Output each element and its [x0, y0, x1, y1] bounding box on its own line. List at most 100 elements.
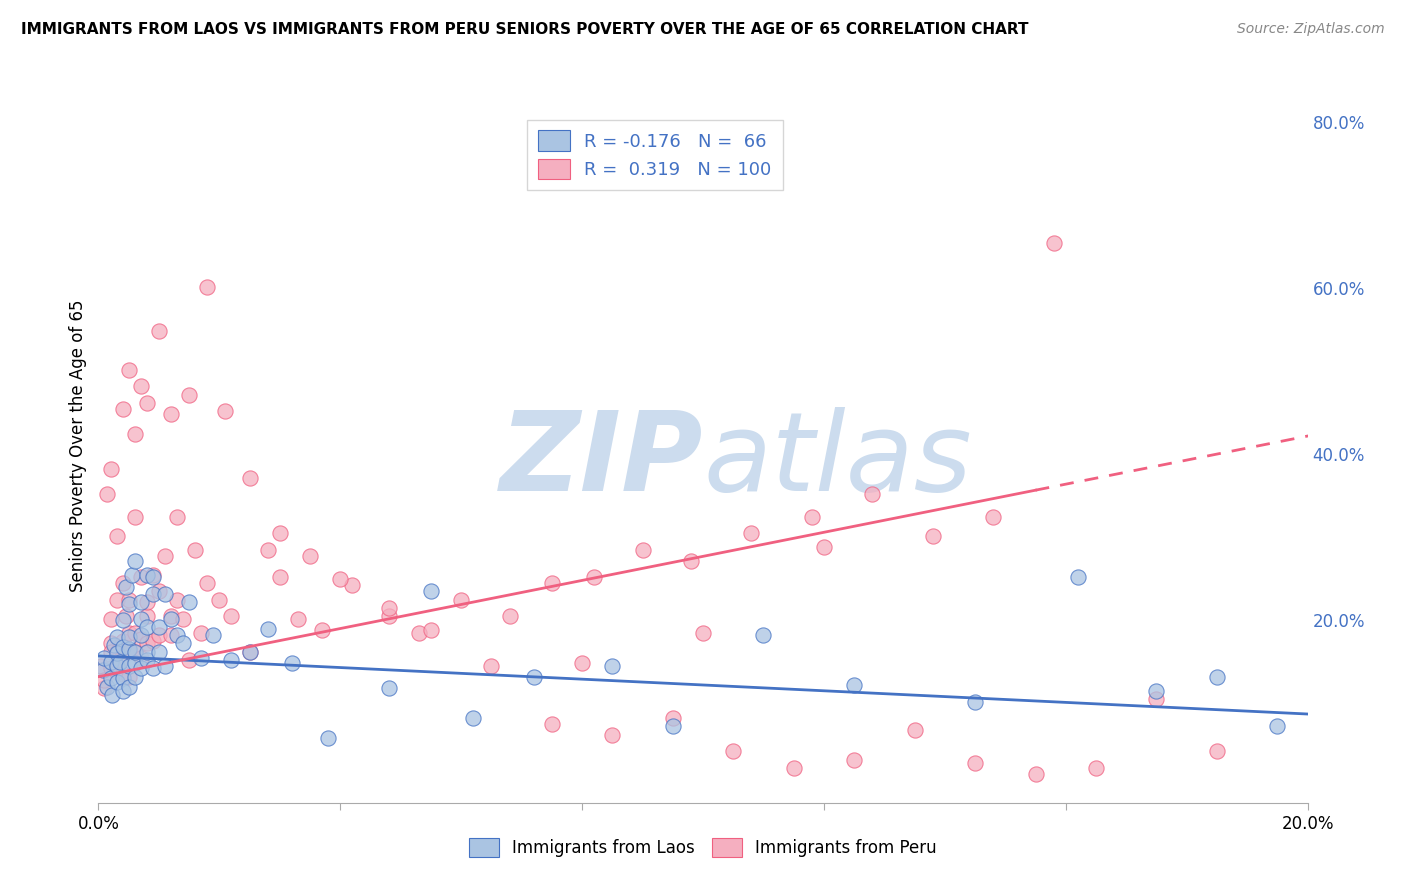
- Point: [108, 653, 131, 667]
- Point: [179, 595, 201, 609]
- Point: [111, 667, 134, 681]
- Legend: Immigrants from Laos, Immigrants from Peru: Immigrants from Laos, Immigrants from Pe…: [461, 830, 945, 866]
- Point: [118, 659, 141, 673]
- Point: [148, 325, 170, 339]
- Point: [93, 673, 115, 687]
- Point: [148, 645, 170, 659]
- Point: [93, 681, 115, 696]
- Point: [752, 628, 775, 642]
- Point: [124, 670, 146, 684]
- Point: [1206, 744, 1229, 758]
- Point: [111, 640, 134, 654]
- Point: [602, 659, 624, 673]
- Point: [740, 526, 762, 541]
- Point: [105, 528, 128, 542]
- Point: [129, 595, 152, 609]
- Point: [481, 659, 503, 673]
- Point: [105, 647, 128, 661]
- Point: [96, 680, 118, 694]
- Y-axis label: Seniors Poverty Over the Age of 65: Seniors Poverty Over the Age of 65: [69, 300, 87, 592]
- Point: [783, 761, 806, 775]
- Point: [135, 653, 157, 667]
- Point: [118, 642, 141, 657]
- Point: [184, 542, 207, 557]
- Point: [921, 528, 943, 542]
- Text: atlas: atlas: [703, 407, 972, 514]
- Point: [105, 645, 128, 659]
- Point: [239, 645, 262, 659]
- Point: [800, 509, 823, 524]
- Point: [118, 597, 141, 611]
- Point: [135, 567, 157, 582]
- Point: [1085, 761, 1108, 775]
- Point: [679, 553, 702, 567]
- Point: [124, 509, 146, 524]
- Point: [965, 695, 987, 709]
- Point: [100, 661, 122, 675]
- Point: [124, 645, 146, 659]
- Point: [153, 587, 176, 601]
- Point: [124, 657, 146, 671]
- Point: [583, 570, 606, 584]
- Text: Source: ZipAtlas.com: Source: ZipAtlas.com: [1237, 22, 1385, 37]
- Point: [105, 659, 128, 673]
- Point: [124, 553, 146, 567]
- Point: [105, 592, 128, 607]
- Point: [904, 723, 927, 737]
- Point: [142, 567, 165, 582]
- Point: [111, 401, 134, 416]
- Point: [135, 645, 157, 659]
- Point: [118, 670, 141, 684]
- Point: [342, 578, 364, 592]
- Point: [100, 636, 122, 650]
- Point: [100, 655, 122, 669]
- Point: [118, 362, 141, 376]
- Point: [121, 567, 143, 582]
- Point: [129, 570, 152, 584]
- Point: [299, 549, 322, 563]
- Point: [316, 731, 339, 745]
- Point: [256, 622, 278, 636]
- Point: [124, 426, 146, 441]
- Point: [1024, 766, 1046, 780]
- Point: [135, 609, 157, 624]
- Point: [190, 625, 212, 640]
- Point: [160, 611, 183, 625]
- Point: [135, 595, 157, 609]
- Point: [661, 719, 683, 733]
- Point: [129, 611, 152, 625]
- Point: [311, 624, 333, 638]
- Point: [148, 628, 170, 642]
- Point: [239, 645, 262, 659]
- Point: [111, 683, 134, 698]
- Point: [129, 628, 152, 642]
- Point: [631, 542, 654, 557]
- Point: [124, 645, 146, 659]
- Point: [844, 678, 866, 692]
- Point: [450, 592, 472, 607]
- Point: [111, 575, 134, 590]
- Point: [103, 638, 125, 652]
- Point: [105, 630, 128, 644]
- Point: [129, 650, 152, 665]
- Point: [208, 592, 231, 607]
- Point: [1042, 235, 1064, 250]
- Point: [1267, 719, 1289, 733]
- Point: [118, 625, 141, 640]
- Point: [281, 657, 304, 671]
- Point: [256, 542, 278, 557]
- Point: [269, 526, 291, 541]
- Point: [813, 540, 835, 554]
- Point: [221, 653, 243, 667]
- Point: [114, 609, 136, 624]
- Point: [142, 570, 165, 584]
- Point: [420, 624, 443, 638]
- Point: [118, 592, 141, 607]
- Point: [105, 665, 128, 679]
- Point: [239, 470, 262, 484]
- Point: [1206, 670, 1229, 684]
- Point: [105, 661, 128, 675]
- Point: [111, 671, 134, 685]
- Point: [269, 570, 291, 584]
- Point: [153, 659, 176, 673]
